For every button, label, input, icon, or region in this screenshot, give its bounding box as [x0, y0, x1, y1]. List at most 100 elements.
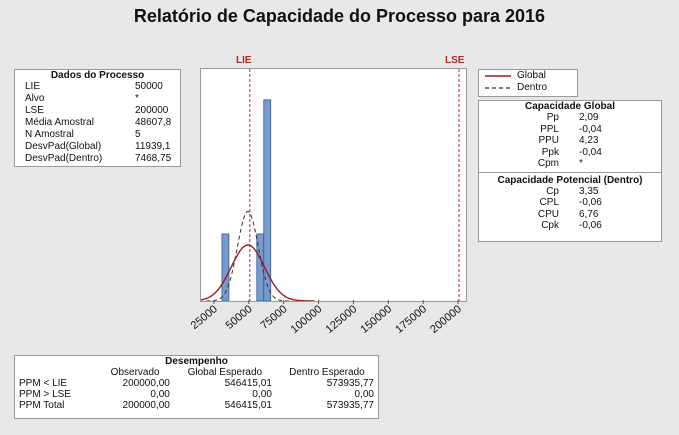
potential-capability-row: CPL -0,06 [479, 197, 661, 209]
overall-capability-label: Cpm [537, 158, 559, 169]
process-data-value: 11939,1 [135, 141, 171, 152]
process-data-value: 200000 [135, 105, 169, 116]
performance-row-label: PPM Total [19, 400, 65, 411]
capability-box: Capacidade Global Pp 2,09 PPL -0,04 PPU 4,23 P… [478, 100, 662, 242]
x-tick-label: 25000 [189, 303, 220, 332]
potential-capability-value: 6,76 [579, 208, 599, 220]
lie-label: LIE [236, 55, 252, 66]
histogram-bar [263, 99, 272, 301]
performance-body: PPM < LIE 200000,00 546415,01 573935,77 PPM … [15, 378, 378, 411]
global-normal-curve [201, 244, 315, 301]
performance-row: PPM < LIE 200000,00 546415,01 573935,77 [15, 378, 378, 389]
process-data-label: DesvPad(Global) [25, 141, 102, 152]
performance-header-row: Observado Global Esperado Dentro Esperad… [15, 367, 378, 378]
performance-col-header [15, 367, 96, 378]
process-data-label: DesvPad(Dentro) [25, 153, 103, 164]
performance-cell: 0,00 [252, 389, 272, 400]
x-axis-ticks: 25000 50000 75000 100000 125000 150000 175000 2… [189, 300, 464, 336]
overall-capability-value: -0,04 [579, 123, 602, 135]
potential-capability-label: CPL [539, 197, 559, 208]
capability-divider [479, 171, 661, 173]
overall-capability-rows: Pp 2,09 PPL -0,04 PPU 4,23 Ppk -0,04 Cpm * [479, 112, 661, 170]
process-data-value: * [135, 93, 139, 104]
performance-cell: 573935,77 [326, 378, 374, 389]
legend-item-within: Dentro [483, 82, 577, 94]
process-data-row: DesvPad(Global) 11939,1 [15, 141, 180, 153]
performance-cell: 573935,77 [326, 400, 374, 411]
overall-capability-header: Capacidade Global [524, 101, 616, 112]
x-tick-label: 75000 [258, 303, 289, 332]
process-data-box: Dados do Processo LIE 50000 Alvo * LSE 200000… [14, 69, 181, 167]
overall-capability-row: PPU 4,23 [479, 135, 661, 147]
potential-capability-value: 3,35 [579, 185, 599, 197]
potential-capability-label: Cp [546, 185, 559, 197]
process-data-row: DesvPad(Dentro) 7468,75 [15, 153, 180, 165]
process-data-label: LIE [25, 81, 41, 92]
process-data-label: N Amostral [25, 129, 74, 140]
performance-cell: 546415,01 [224, 378, 272, 389]
overall-capability-row: Cpm * [479, 158, 661, 170]
process-data-label: Média Amostral [25, 117, 94, 128]
x-tick-label: 150000 [358, 303, 394, 336]
x-tick-label: 125000 [324, 303, 360, 336]
overall-capability-value: -0,04 [579, 146, 602, 158]
performance-box: Desempenho Observado Global Esperado Den… [14, 355, 379, 419]
potential-capability-label: Cpk [541, 220, 559, 231]
overall-capability-label: Pp [546, 112, 559, 123]
performance-table: Observado Global Esperado Dentro Esperad… [15, 367, 378, 411]
performance-cell: 0,00 [150, 389, 170, 400]
legend-line-global [485, 75, 511, 77]
performance-col-header: Observado [110, 367, 160, 378]
performance-col-header: Global Esperado [187, 367, 263, 378]
performance-cell: 200000,00 [122, 400, 170, 411]
x-tick-label: 100000 [289, 303, 325, 336]
process-data-label: LSE [25, 105, 44, 116]
performance-cell: 546415,01 [224, 400, 272, 411]
overall-capability-row: Pp 2,09 [479, 112, 661, 124]
potential-capability-row: Cpk -0,06 [479, 220, 661, 232]
legend-item-global: Global [483, 70, 577, 82]
potential-capability-value: -0,06 [579, 197, 602, 208]
legend-label-within: Dentro [517, 82, 548, 93]
legend-box: Global Dentro [478, 69, 578, 97]
process-data-value: 50000 [135, 81, 163, 92]
overall-capability-row: Ppk -0,04 [479, 147, 661, 159]
performance-row-label: PPM < LIE [19, 378, 68, 389]
performance-header: Desempenho [165, 356, 228, 367]
process-data-row: LIE 50000 [15, 81, 180, 93]
dentro-normal-curve [206, 210, 290, 301]
x-tick-label: 200000 [428, 303, 464, 336]
overall-capability-label: Ppk [541, 146, 559, 158]
process-data-row: N Amostral 5 [15, 129, 180, 141]
overall-capability-value: 4,23 [579, 135, 599, 146]
capability-histogram [201, 69, 460, 301]
overall-capability-label: PPL [540, 123, 559, 135]
overall-capability-value: * [579, 158, 583, 169]
potential-capability-value: -0,06 [579, 220, 602, 231]
report-title: Relatório de Capacidade do Processo para… [133, 6, 546, 26]
legend-line-within [485, 87, 511, 89]
process-data-row: Média Amostral 48607,8 [15, 117, 180, 129]
overall-capability-row: PPL -0,04 [479, 124, 661, 136]
potential-capability-header: Capacidade Potencial (Dentro) [497, 174, 643, 186]
process-data-header: Dados do Processo [50, 70, 145, 81]
process-data-value: 7468,75 [135, 153, 172, 164]
x-tick-label: 50000 [224, 303, 255, 332]
process-data-value: 48607,8 [135, 117, 172, 128]
performance-cell: 200000,00 [122, 378, 170, 389]
process-data-row: LSE 200000 [15, 105, 180, 117]
potential-capability-label: CPU [537, 208, 559, 220]
process-data-value: 5 [135, 129, 141, 140]
histogram-bar [221, 233, 230, 301]
performance-row: PPM > LSE 0,00 0,00 0,00 [15, 389, 378, 400]
potential-capability-row: Cp 3,35 [479, 186, 661, 198]
performance-row-label: PPM > LSE [19, 389, 71, 400]
potential-capability-rows: Cp 3,35 CPL -0,06 CPU 6,76 Cpk -0,06 [479, 186, 661, 232]
process-data-row: Alvo * [15, 93, 180, 105]
x-tick-label: 175000 [393, 303, 429, 336]
process-data-rows: LIE 50000 Alvo * LSE 200000 Média Amostral 4860… [15, 81, 180, 165]
performance-cell: 0,00 [354, 389, 374, 400]
potential-capability-row: CPU 6,76 [479, 209, 661, 221]
performance-row: PPM Total 200000,00 546415,01 573935,77 [15, 400, 378, 411]
overall-capability-label: PPU [538, 135, 559, 146]
